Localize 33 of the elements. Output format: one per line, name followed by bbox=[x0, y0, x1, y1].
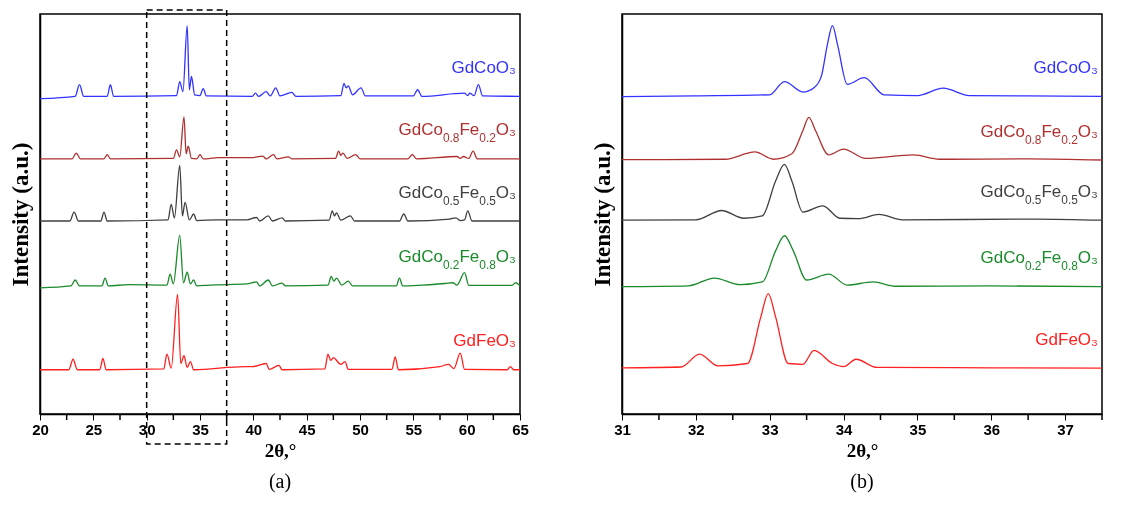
series-label: GdCo$_{0.5}$Fe$_{0.5}$O₃ bbox=[398, 182, 516, 208]
series-label: GdCo$_{0.8}$Fe$_{0.2}$O₃ bbox=[398, 120, 516, 146]
series-label: GdCoO₃ bbox=[1033, 57, 1098, 77]
x-tick-label: 32 bbox=[688, 420, 705, 438]
x-tick-label: 35 bbox=[192, 420, 209, 438]
x-tick-label: 40 bbox=[245, 420, 263, 438]
x-tick-label: 45 bbox=[298, 420, 316, 438]
y-axis-title: Intensity (a.u.) bbox=[7, 142, 33, 287]
series-label: GdFeO₃ bbox=[453, 331, 516, 351]
x-axis-title: 2θ,° bbox=[264, 439, 297, 461]
x-tick-label: 33 bbox=[761, 420, 779, 438]
series-label: GdCo$_{0.2}$Fe$_{0.8}$O₃ bbox=[398, 247, 516, 273]
series-label: GdFeO₃ bbox=[1035, 329, 1098, 349]
x-tick-label: 55 bbox=[405, 420, 423, 438]
series-label: GdCo$_{0.5}$Fe$_{0.5}$O₃ bbox=[980, 181, 1098, 207]
text: (a) bbox=[268, 470, 292, 493]
x-tick-label: 34 bbox=[835, 420, 854, 438]
x-tick-label: 50 bbox=[352, 420, 369, 438]
series-label: GdCo$_{0.8}$Fe$_{0.2}$O₃ bbox=[980, 121, 1098, 147]
series-label: GdCoO₃ bbox=[451, 57, 516, 77]
x-tick-label: 31 bbox=[614, 420, 631, 438]
x-tick-label: 37 bbox=[1057, 420, 1074, 438]
x-axis-title: 2θ,° bbox=[846, 439, 879, 461]
x-tick-label: 25 bbox=[85, 420, 103, 438]
x-tick-label: 36 bbox=[983, 420, 1001, 438]
x-tick-label: 60 bbox=[458, 420, 476, 438]
x-tick-label: 65 bbox=[512, 420, 529, 438]
x-tick-label: 35 bbox=[909, 420, 927, 438]
x-tick-label: 20 bbox=[32, 420, 49, 438]
x-tick-label: 30 bbox=[138, 420, 156, 438]
text: (b) bbox=[850, 470, 874, 493]
series-label: GdCo$_{0.2}$Fe$_{0.8}$O₃ bbox=[980, 248, 1098, 274]
y-axis-title: Intensity (a.u.) bbox=[589, 142, 615, 287]
